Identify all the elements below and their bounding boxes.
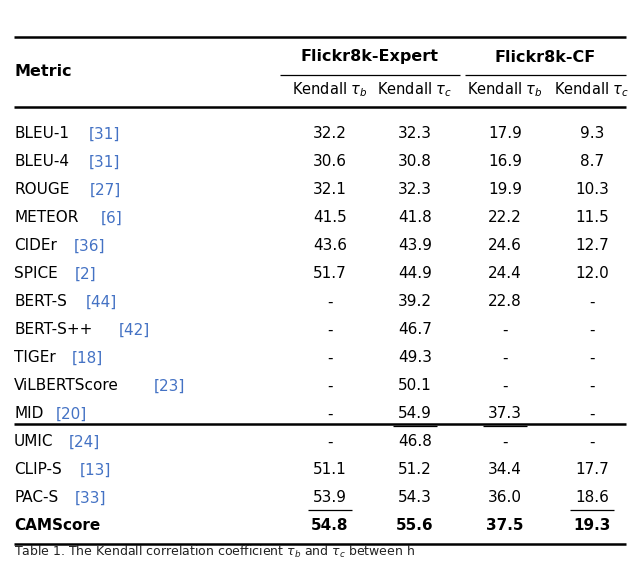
Text: METEOR: METEOR xyxy=(14,210,78,226)
Text: [42]: [42] xyxy=(119,323,150,337)
Text: 54.3: 54.3 xyxy=(398,490,432,506)
Text: 36.0: 36.0 xyxy=(488,490,522,506)
Text: Kendall $\tau_{c}$: Kendall $\tau_{c}$ xyxy=(554,81,630,99)
Text: -: - xyxy=(589,434,595,450)
Text: -: - xyxy=(589,350,595,366)
Text: 37.5: 37.5 xyxy=(486,518,524,534)
Text: [24]: [24] xyxy=(69,434,100,450)
Text: -: - xyxy=(327,407,333,421)
Text: -: - xyxy=(589,323,595,337)
Text: 41.8: 41.8 xyxy=(398,210,432,226)
Text: -: - xyxy=(502,323,508,337)
Text: Flickr8k-CF: Flickr8k-CF xyxy=(495,49,596,65)
Text: PAC-S: PAC-S xyxy=(14,490,58,506)
Text: ViLBERTScore: ViLBERTScore xyxy=(14,379,119,393)
Text: ROUGE: ROUGE xyxy=(14,183,69,197)
Text: 10.3: 10.3 xyxy=(575,183,609,197)
Text: 8.7: 8.7 xyxy=(580,154,604,170)
Text: CAMScore: CAMScore xyxy=(14,518,100,534)
Text: 55.6: 55.6 xyxy=(396,518,434,534)
Text: Kendall $\tau_{b}$: Kendall $\tau_{b}$ xyxy=(467,81,543,99)
Text: -: - xyxy=(502,379,508,393)
Text: [44]: [44] xyxy=(86,294,118,310)
Text: [31]: [31] xyxy=(89,154,120,170)
Text: 43.6: 43.6 xyxy=(313,239,347,253)
Text: BERT-S++: BERT-S++ xyxy=(14,323,92,337)
Text: Flickr8k-Expert: Flickr8k-Expert xyxy=(301,49,439,65)
Text: 30.8: 30.8 xyxy=(398,154,432,170)
Text: 51.2: 51.2 xyxy=(398,463,432,477)
Text: Kendall $\tau_{b}$: Kendall $\tau_{b}$ xyxy=(292,81,368,99)
Text: BLEU-1: BLEU-1 xyxy=(14,126,69,142)
Text: [13]: [13] xyxy=(79,463,111,477)
Text: 43.9: 43.9 xyxy=(398,239,432,253)
Text: 24.6: 24.6 xyxy=(488,239,522,253)
Text: [6]: [6] xyxy=(101,210,123,226)
Text: Kendall $\tau_{c}$: Kendall $\tau_{c}$ xyxy=(378,81,452,99)
Text: TIGEr: TIGEr xyxy=(14,350,56,366)
Text: CLIP-S: CLIP-S xyxy=(14,463,61,477)
Text: 46.7: 46.7 xyxy=(398,323,432,337)
Text: 32.3: 32.3 xyxy=(398,126,432,142)
Text: [18]: [18] xyxy=(72,350,103,366)
Text: [23]: [23] xyxy=(154,379,185,393)
Text: 30.6: 30.6 xyxy=(313,154,347,170)
Text: SPICE: SPICE xyxy=(14,266,58,281)
Text: -: - xyxy=(327,323,333,337)
Text: 53.9: 53.9 xyxy=(313,490,347,506)
Text: 24.4: 24.4 xyxy=(488,266,522,281)
Text: -: - xyxy=(502,350,508,366)
Text: 17.9: 17.9 xyxy=(488,126,522,142)
Text: Table 1. The Kendall correlation coefficient $\tau_b$ and $\tau_c$ between h: Table 1. The Kendall correlation coeffic… xyxy=(14,544,415,560)
Text: [27]: [27] xyxy=(90,183,121,197)
Text: 17.7: 17.7 xyxy=(575,463,609,477)
Text: 44.9: 44.9 xyxy=(398,266,432,281)
Text: 49.3: 49.3 xyxy=(398,350,432,366)
Text: 22.2: 22.2 xyxy=(488,210,522,226)
Text: 39.2: 39.2 xyxy=(398,294,432,310)
Text: [36]: [36] xyxy=(74,239,105,253)
Text: 12.0: 12.0 xyxy=(575,266,609,281)
Text: 32.1: 32.1 xyxy=(313,183,347,197)
Text: 19.9: 19.9 xyxy=(488,183,522,197)
Text: [33]: [33] xyxy=(75,490,107,506)
Text: 54.8: 54.8 xyxy=(311,518,349,534)
Text: [2]: [2] xyxy=(74,266,96,281)
Text: 22.8: 22.8 xyxy=(488,294,522,310)
Text: -: - xyxy=(327,434,333,450)
Text: UMIC: UMIC xyxy=(14,434,54,450)
Text: 51.7: 51.7 xyxy=(313,266,347,281)
Text: [31]: [31] xyxy=(89,126,120,142)
Text: 32.3: 32.3 xyxy=(398,183,432,197)
Text: MID: MID xyxy=(14,407,44,421)
Text: 51.1: 51.1 xyxy=(313,463,347,477)
Text: 46.8: 46.8 xyxy=(398,434,432,450)
Text: 32.2: 32.2 xyxy=(313,126,347,142)
Text: 41.5: 41.5 xyxy=(313,210,347,226)
Text: CIDEr: CIDEr xyxy=(14,239,57,253)
Text: BLEU-4: BLEU-4 xyxy=(14,154,69,170)
Text: 34.4: 34.4 xyxy=(488,463,522,477)
Text: 11.5: 11.5 xyxy=(575,210,609,226)
Text: 19.3: 19.3 xyxy=(573,518,611,534)
Text: -: - xyxy=(327,294,333,310)
Text: 18.6: 18.6 xyxy=(575,490,609,506)
Text: -: - xyxy=(589,294,595,310)
Text: BERT-S: BERT-S xyxy=(14,294,67,310)
Text: 16.9: 16.9 xyxy=(488,154,522,170)
Text: -: - xyxy=(589,407,595,421)
Text: -: - xyxy=(589,379,595,393)
Text: 12.7: 12.7 xyxy=(575,239,609,253)
Text: 50.1: 50.1 xyxy=(398,379,432,393)
Text: 37.3: 37.3 xyxy=(488,407,522,421)
Text: -: - xyxy=(502,434,508,450)
Text: 54.9: 54.9 xyxy=(398,407,432,421)
Text: [20]: [20] xyxy=(56,407,87,421)
Text: -: - xyxy=(327,379,333,393)
Text: 9.3: 9.3 xyxy=(580,126,604,142)
Text: -: - xyxy=(327,350,333,366)
Text: Metric: Metric xyxy=(14,65,72,79)
